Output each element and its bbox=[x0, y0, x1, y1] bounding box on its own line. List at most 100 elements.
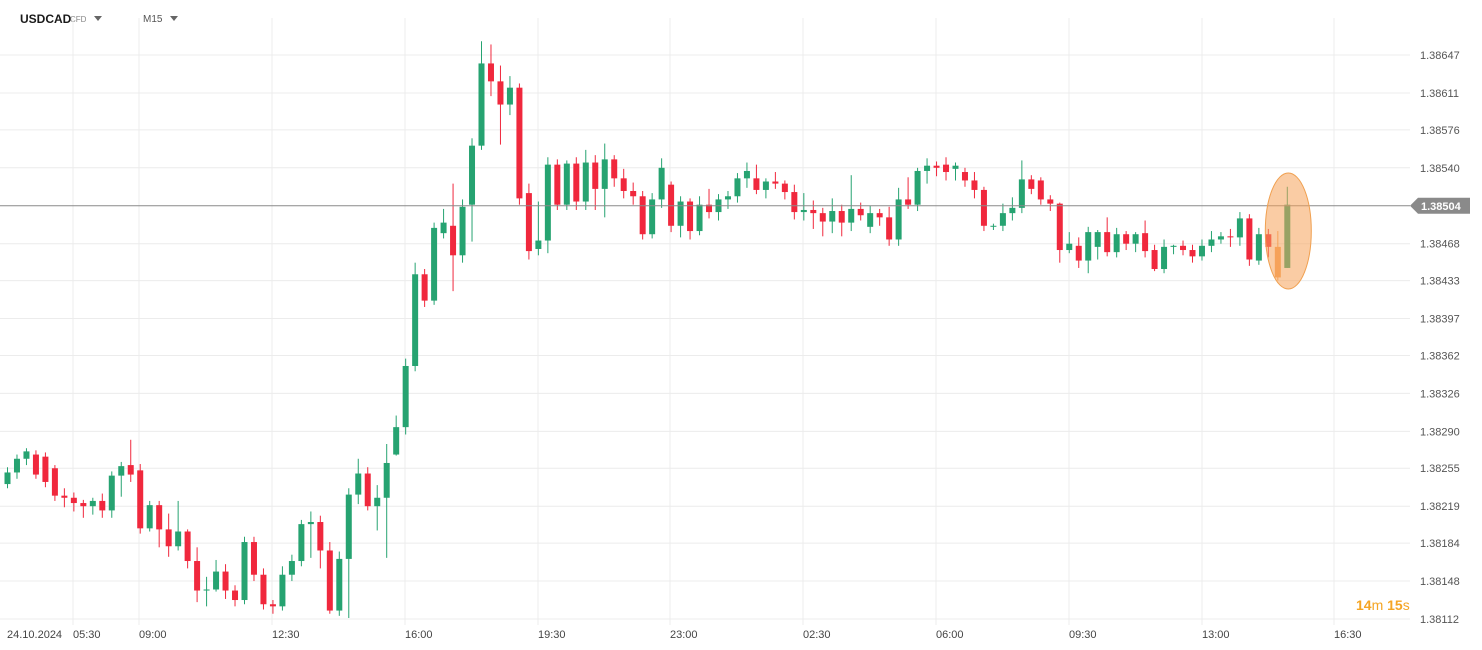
y-tick-label: 1.38433 bbox=[1420, 276, 1460, 288]
candle-body bbox=[810, 209, 817, 214]
y-tick-label: 1.38468 bbox=[1420, 239, 1460, 251]
candle bbox=[867, 205, 874, 234]
instrument-type-label: CFD bbox=[70, 15, 87, 24]
price-axis: 1.38647 1.38611 1.38576 1.38540 1.38468 1.384… bbox=[1420, 50, 1460, 626]
candle-countdown: 14m 15s bbox=[1356, 597, 1410, 613]
candle-body bbox=[535, 240, 542, 249]
candle-body bbox=[829, 211, 836, 222]
timeframe-selector[interactable]: M15 bbox=[143, 14, 163, 25]
highlight-ellipse bbox=[1264, 172, 1312, 290]
candle bbox=[156, 500, 163, 548]
candle bbox=[307, 511, 314, 558]
candle-body bbox=[326, 550, 333, 611]
candle-body bbox=[525, 193, 532, 252]
candle-body bbox=[563, 163, 570, 205]
candle bbox=[1170, 244, 1177, 255]
candle bbox=[393, 415, 400, 456]
candle-body bbox=[450, 225, 457, 256]
candle-body bbox=[554, 164, 561, 205]
candle bbox=[848, 175, 855, 232]
chevron-down-icon[interactable] bbox=[170, 16, 178, 21]
chart-grid bbox=[0, 18, 1410, 625]
candle-body bbox=[630, 190, 637, 197]
candle-body bbox=[706, 204, 713, 213]
candle-body bbox=[355, 473, 362, 495]
candle-body bbox=[999, 213, 1006, 226]
candle-body bbox=[487, 63, 494, 82]
candle bbox=[175, 500, 182, 551]
candle bbox=[1066, 232, 1073, 254]
candle bbox=[288, 554, 295, 582]
candle bbox=[706, 188, 713, 219]
candle bbox=[70, 492, 77, 512]
candle bbox=[1255, 227, 1262, 265]
candle bbox=[506, 76, 513, 116]
candle bbox=[23, 448, 30, 466]
candle bbox=[525, 183, 532, 260]
candle bbox=[194, 547, 201, 603]
x-tick-label: 24.10.2024 bbox=[7, 629, 62, 641]
candle bbox=[250, 536, 257, 582]
symbol-label[interactable]: USDCAD bbox=[20, 12, 72, 26]
candle-body bbox=[658, 167, 665, 200]
candle bbox=[1208, 231, 1215, 253]
candle bbox=[1104, 217, 1111, 257]
candle bbox=[592, 155, 599, 210]
y-tick-label: 1.38290 bbox=[1420, 426, 1460, 438]
candle-body bbox=[943, 164, 950, 173]
candle bbox=[980, 186, 987, 232]
candle-body bbox=[876, 213, 883, 218]
candle-body bbox=[1018, 179, 1025, 208]
candle-body bbox=[867, 213, 874, 227]
candle bbox=[1227, 228, 1234, 247]
candle bbox=[450, 183, 457, 292]
candle-body bbox=[895, 199, 902, 240]
candle bbox=[838, 204, 845, 237]
candle bbox=[241, 536, 248, 605]
candle-body bbox=[1094, 232, 1101, 247]
candle-body bbox=[724, 196, 731, 200]
countdown-minutes-unit: m bbox=[1371, 597, 1384, 613]
candle bbox=[1161, 239, 1168, 274]
candle-body bbox=[146, 505, 153, 529]
candle bbox=[355, 458, 362, 505]
x-tick-label: 06:00 bbox=[936, 629, 964, 641]
candle-body bbox=[772, 181, 779, 184]
candle-body bbox=[1217, 236, 1224, 240]
y-tick-label: 1.38112 bbox=[1420, 614, 1459, 626]
candle bbox=[402, 358, 409, 435]
candle-body bbox=[298, 524, 305, 562]
y-tick-label: 1.38148 bbox=[1420, 576, 1460, 588]
candle bbox=[1028, 175, 1035, 195]
candle-body bbox=[620, 178, 627, 191]
candle-body bbox=[1047, 199, 1054, 204]
candle bbox=[1037, 177, 1044, 205]
candle-body bbox=[1198, 245, 1205, 257]
candle bbox=[1113, 227, 1120, 258]
countdown-seconds: 15 bbox=[1387, 597, 1403, 613]
candle-body bbox=[743, 170, 750, 179]
candle bbox=[914, 167, 921, 212]
candle-body bbox=[1085, 232, 1092, 261]
candle bbox=[1094, 229, 1101, 260]
candle bbox=[469, 138, 476, 242]
candle bbox=[497, 65, 504, 145]
candle bbox=[1217, 232, 1224, 244]
candle-body bbox=[592, 162, 599, 189]
x-tick-label: 12:30 bbox=[272, 629, 300, 641]
candle bbox=[165, 513, 172, 557]
candle-body bbox=[544, 164, 551, 241]
candle-body bbox=[232, 590, 239, 601]
candle bbox=[440, 208, 447, 239]
candle-body bbox=[734, 178, 741, 197]
candle-body bbox=[1208, 239, 1215, 246]
candle bbox=[345, 488, 352, 618]
y-tick-label: 1.38540 bbox=[1420, 163, 1460, 175]
candle bbox=[535, 201, 542, 256]
candle-body bbox=[402, 365, 409, 428]
chevron-down-icon[interactable] bbox=[94, 16, 102, 21]
candle-body bbox=[819, 213, 826, 222]
candle-body bbox=[990, 225, 997, 227]
candle-body bbox=[345, 494, 352, 559]
